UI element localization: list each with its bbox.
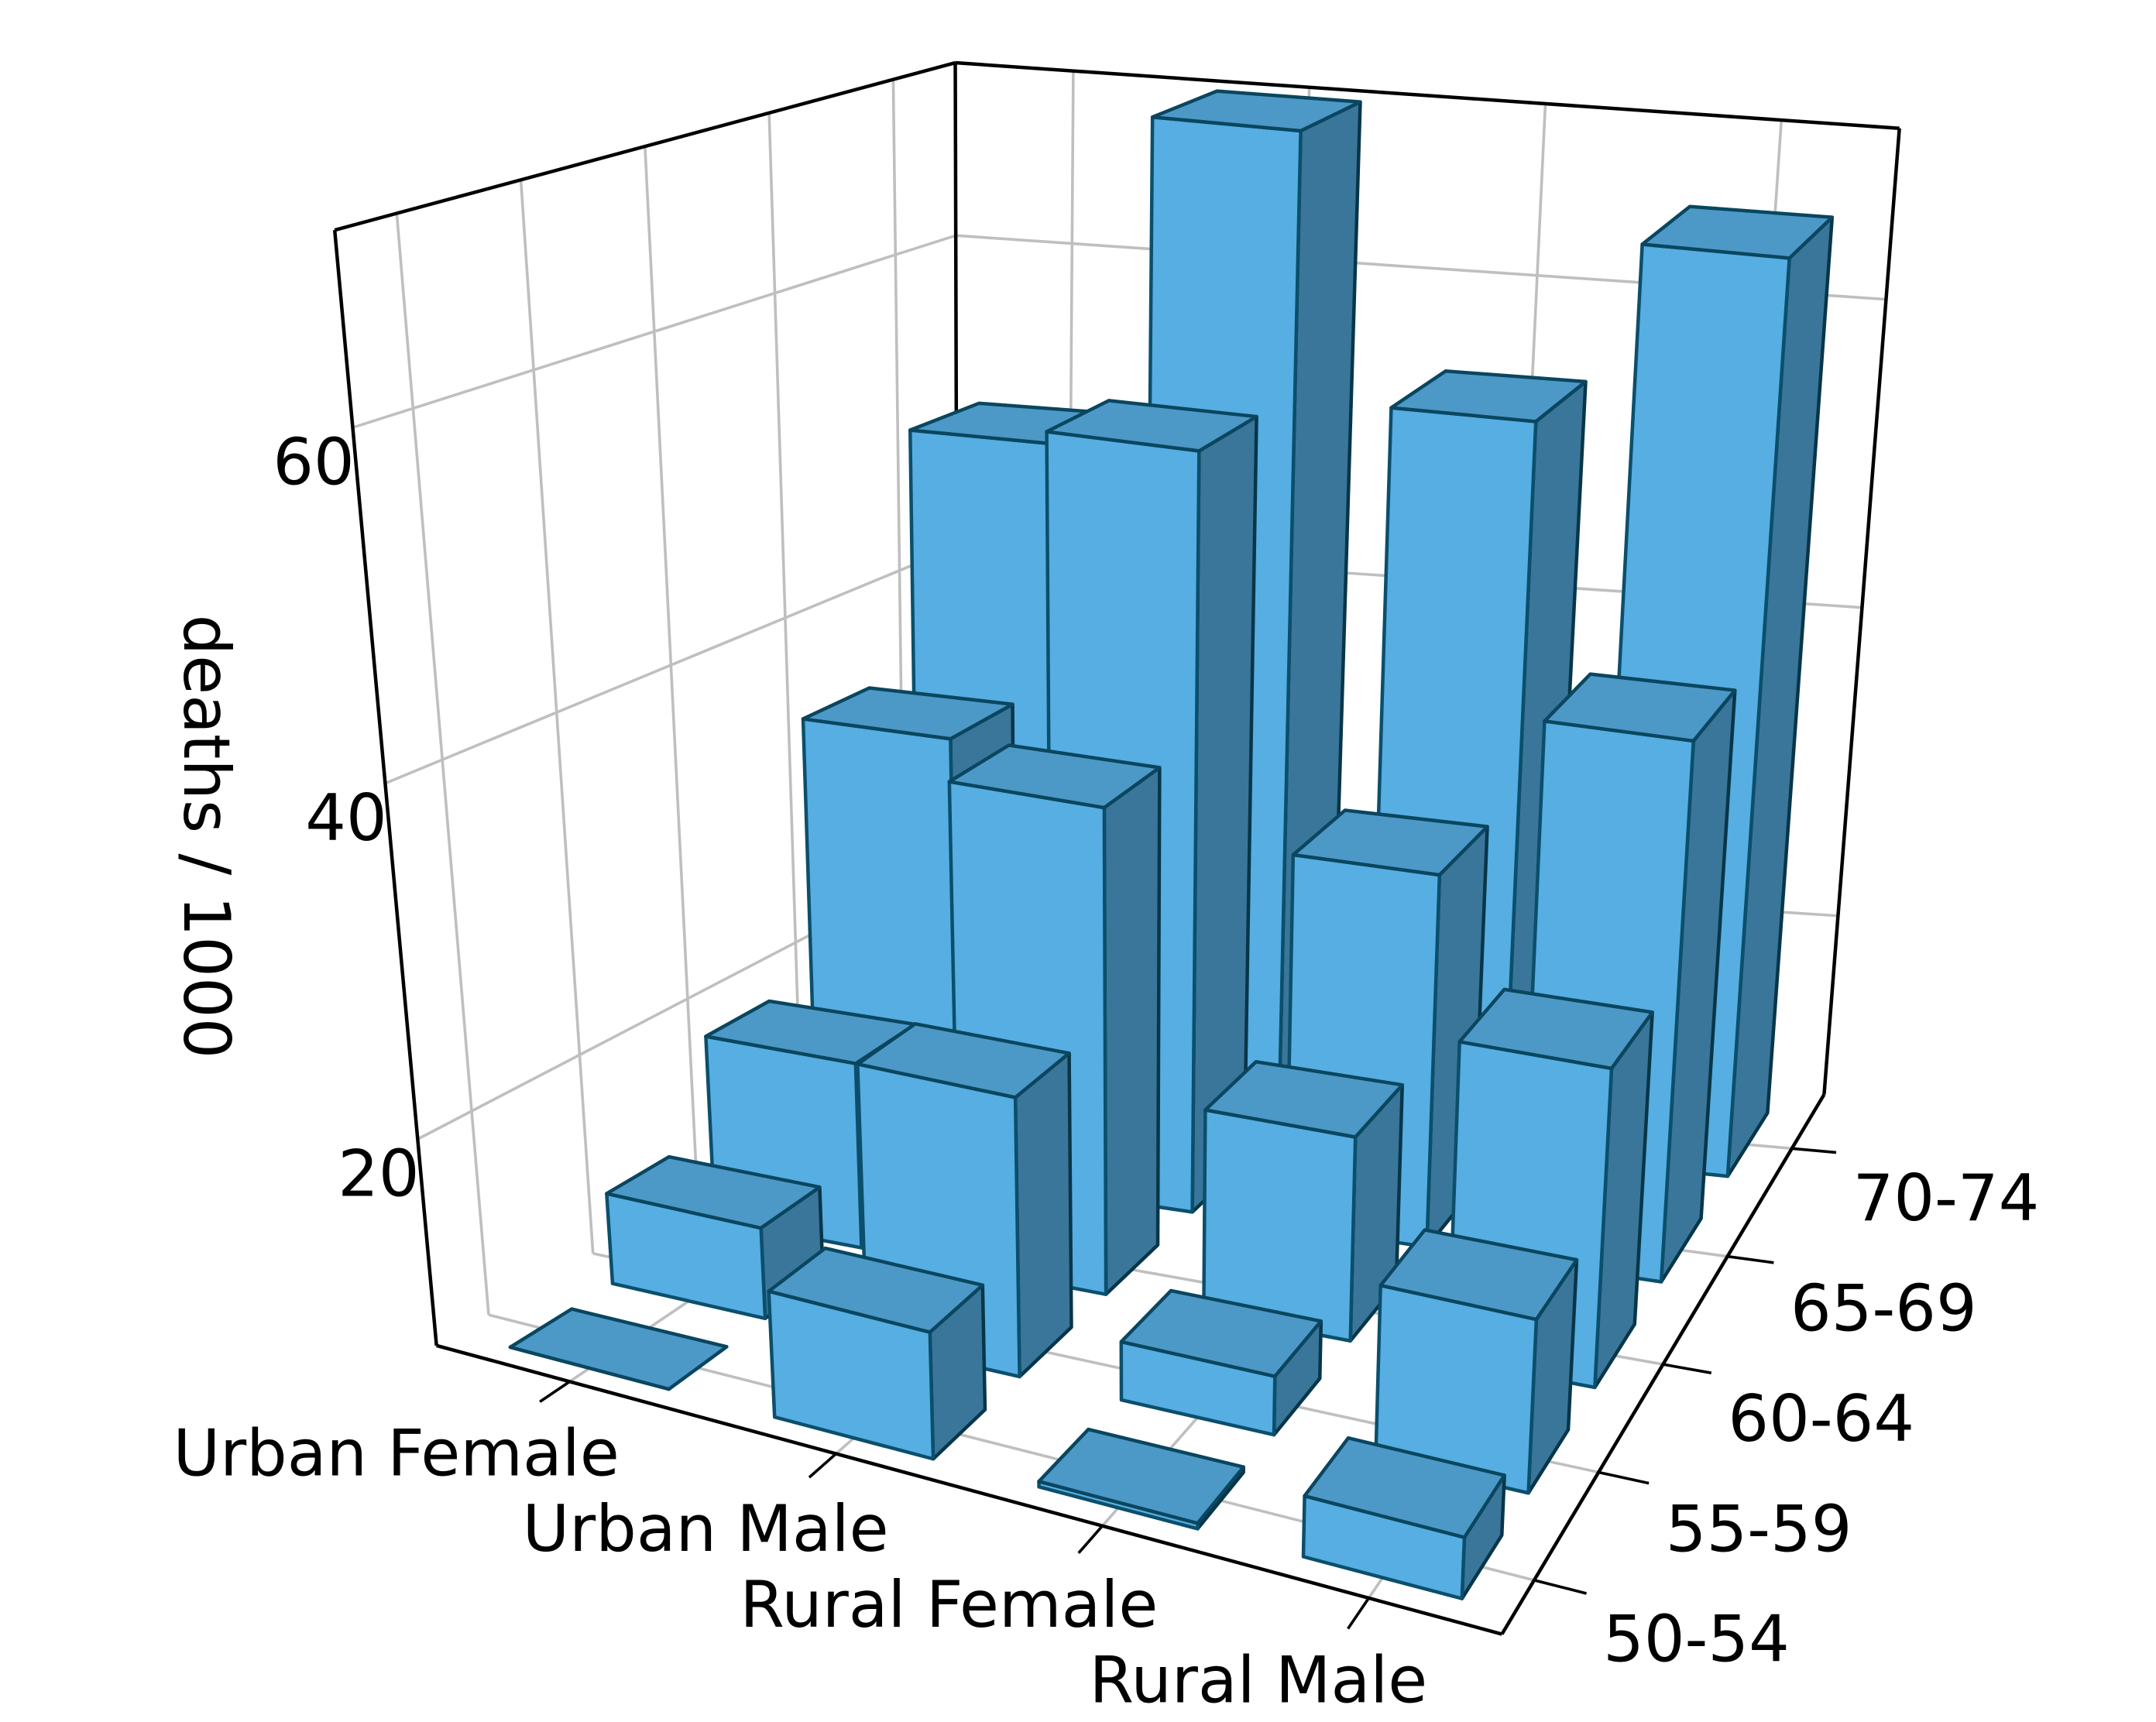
bar-top	[1303, 1436, 1506, 1539]
bar-top	[767, 1246, 985, 1334]
y-tick	[1791, 1147, 1837, 1154]
y-tick	[1598, 1470, 1650, 1485]
bar-side	[1102, 766, 1162, 1296]
x-tick	[1347, 1597, 1370, 1630]
bar-top	[801, 686, 1014, 741]
y-tick-label: 70-74	[1853, 1161, 2040, 1236]
axis-line	[1822, 128, 1901, 1095]
y-tick	[1727, 1254, 1774, 1264]
x-tick	[539, 1380, 571, 1403]
grid-line	[395, 213, 490, 1316]
bar-top	[1291, 808, 1489, 877]
bar	[508, 1307, 729, 1391]
x-tick	[1077, 1525, 1104, 1554]
x-tick-label: Urban Female	[173, 1415, 619, 1490]
bar-top	[1457, 987, 1654, 1071]
y-tick-label: 55-59	[1666, 1491, 1852, 1566]
bar	[1037, 1427, 1245, 1531]
axis-line	[332, 229, 438, 1346]
bar-top	[605, 1154, 822, 1230]
axis-line	[955, 60, 1900, 130]
bar-top	[1378, 1228, 1579, 1322]
bar	[767, 1246, 987, 1461]
bar-top	[1037, 1427, 1245, 1525]
y-tick-label: 65-69	[1790, 1271, 1977, 1346]
bar-top	[947, 743, 1162, 810]
grid-line	[644, 146, 699, 1192]
axis-line	[436, 1343, 1503, 1636]
bar	[1202, 1060, 1404, 1343]
bar-top	[1150, 89, 1362, 133]
grid-line	[767, 112, 803, 1131]
y-tick-label: 50-54	[1603, 1602, 1790, 1677]
y-tick-label: 60-64	[1728, 1381, 1914, 1456]
z-axis-label: deaths / 1000	[169, 615, 244, 1059]
grid-line	[519, 180, 595, 1254]
axis-line	[334, 60, 956, 232]
bar	[1119, 1288, 1323, 1437]
bar	[1301, 1436, 1506, 1600]
y-tick	[1533, 1579, 1587, 1595]
bar-side	[1013, 1051, 1073, 1379]
z-tick-label: 20	[338, 1137, 419, 1212]
bar-top	[1045, 399, 1258, 453]
bar-top	[1389, 369, 1588, 424]
bar-top	[508, 1307, 729, 1391]
z-tick-label: 60	[273, 425, 354, 500]
bar-top	[1119, 1288, 1323, 1378]
z-tick-label: 40	[305, 780, 386, 856]
x-tick-label: Urban Male	[523, 1491, 889, 1566]
bar-top	[856, 1022, 1071, 1099]
bar-top	[1203, 1060, 1404, 1139]
x-tick	[808, 1453, 837, 1479]
bar-top	[1543, 672, 1737, 743]
x-tick-label: Rural Male	[1090, 1642, 1428, 1717]
bar	[1374, 1228, 1579, 1495]
y-tick	[1663, 1363, 1712, 1374]
x-tick-label: Rural Female	[740, 1567, 1158, 1642]
bar-top	[1640, 204, 1835, 260]
